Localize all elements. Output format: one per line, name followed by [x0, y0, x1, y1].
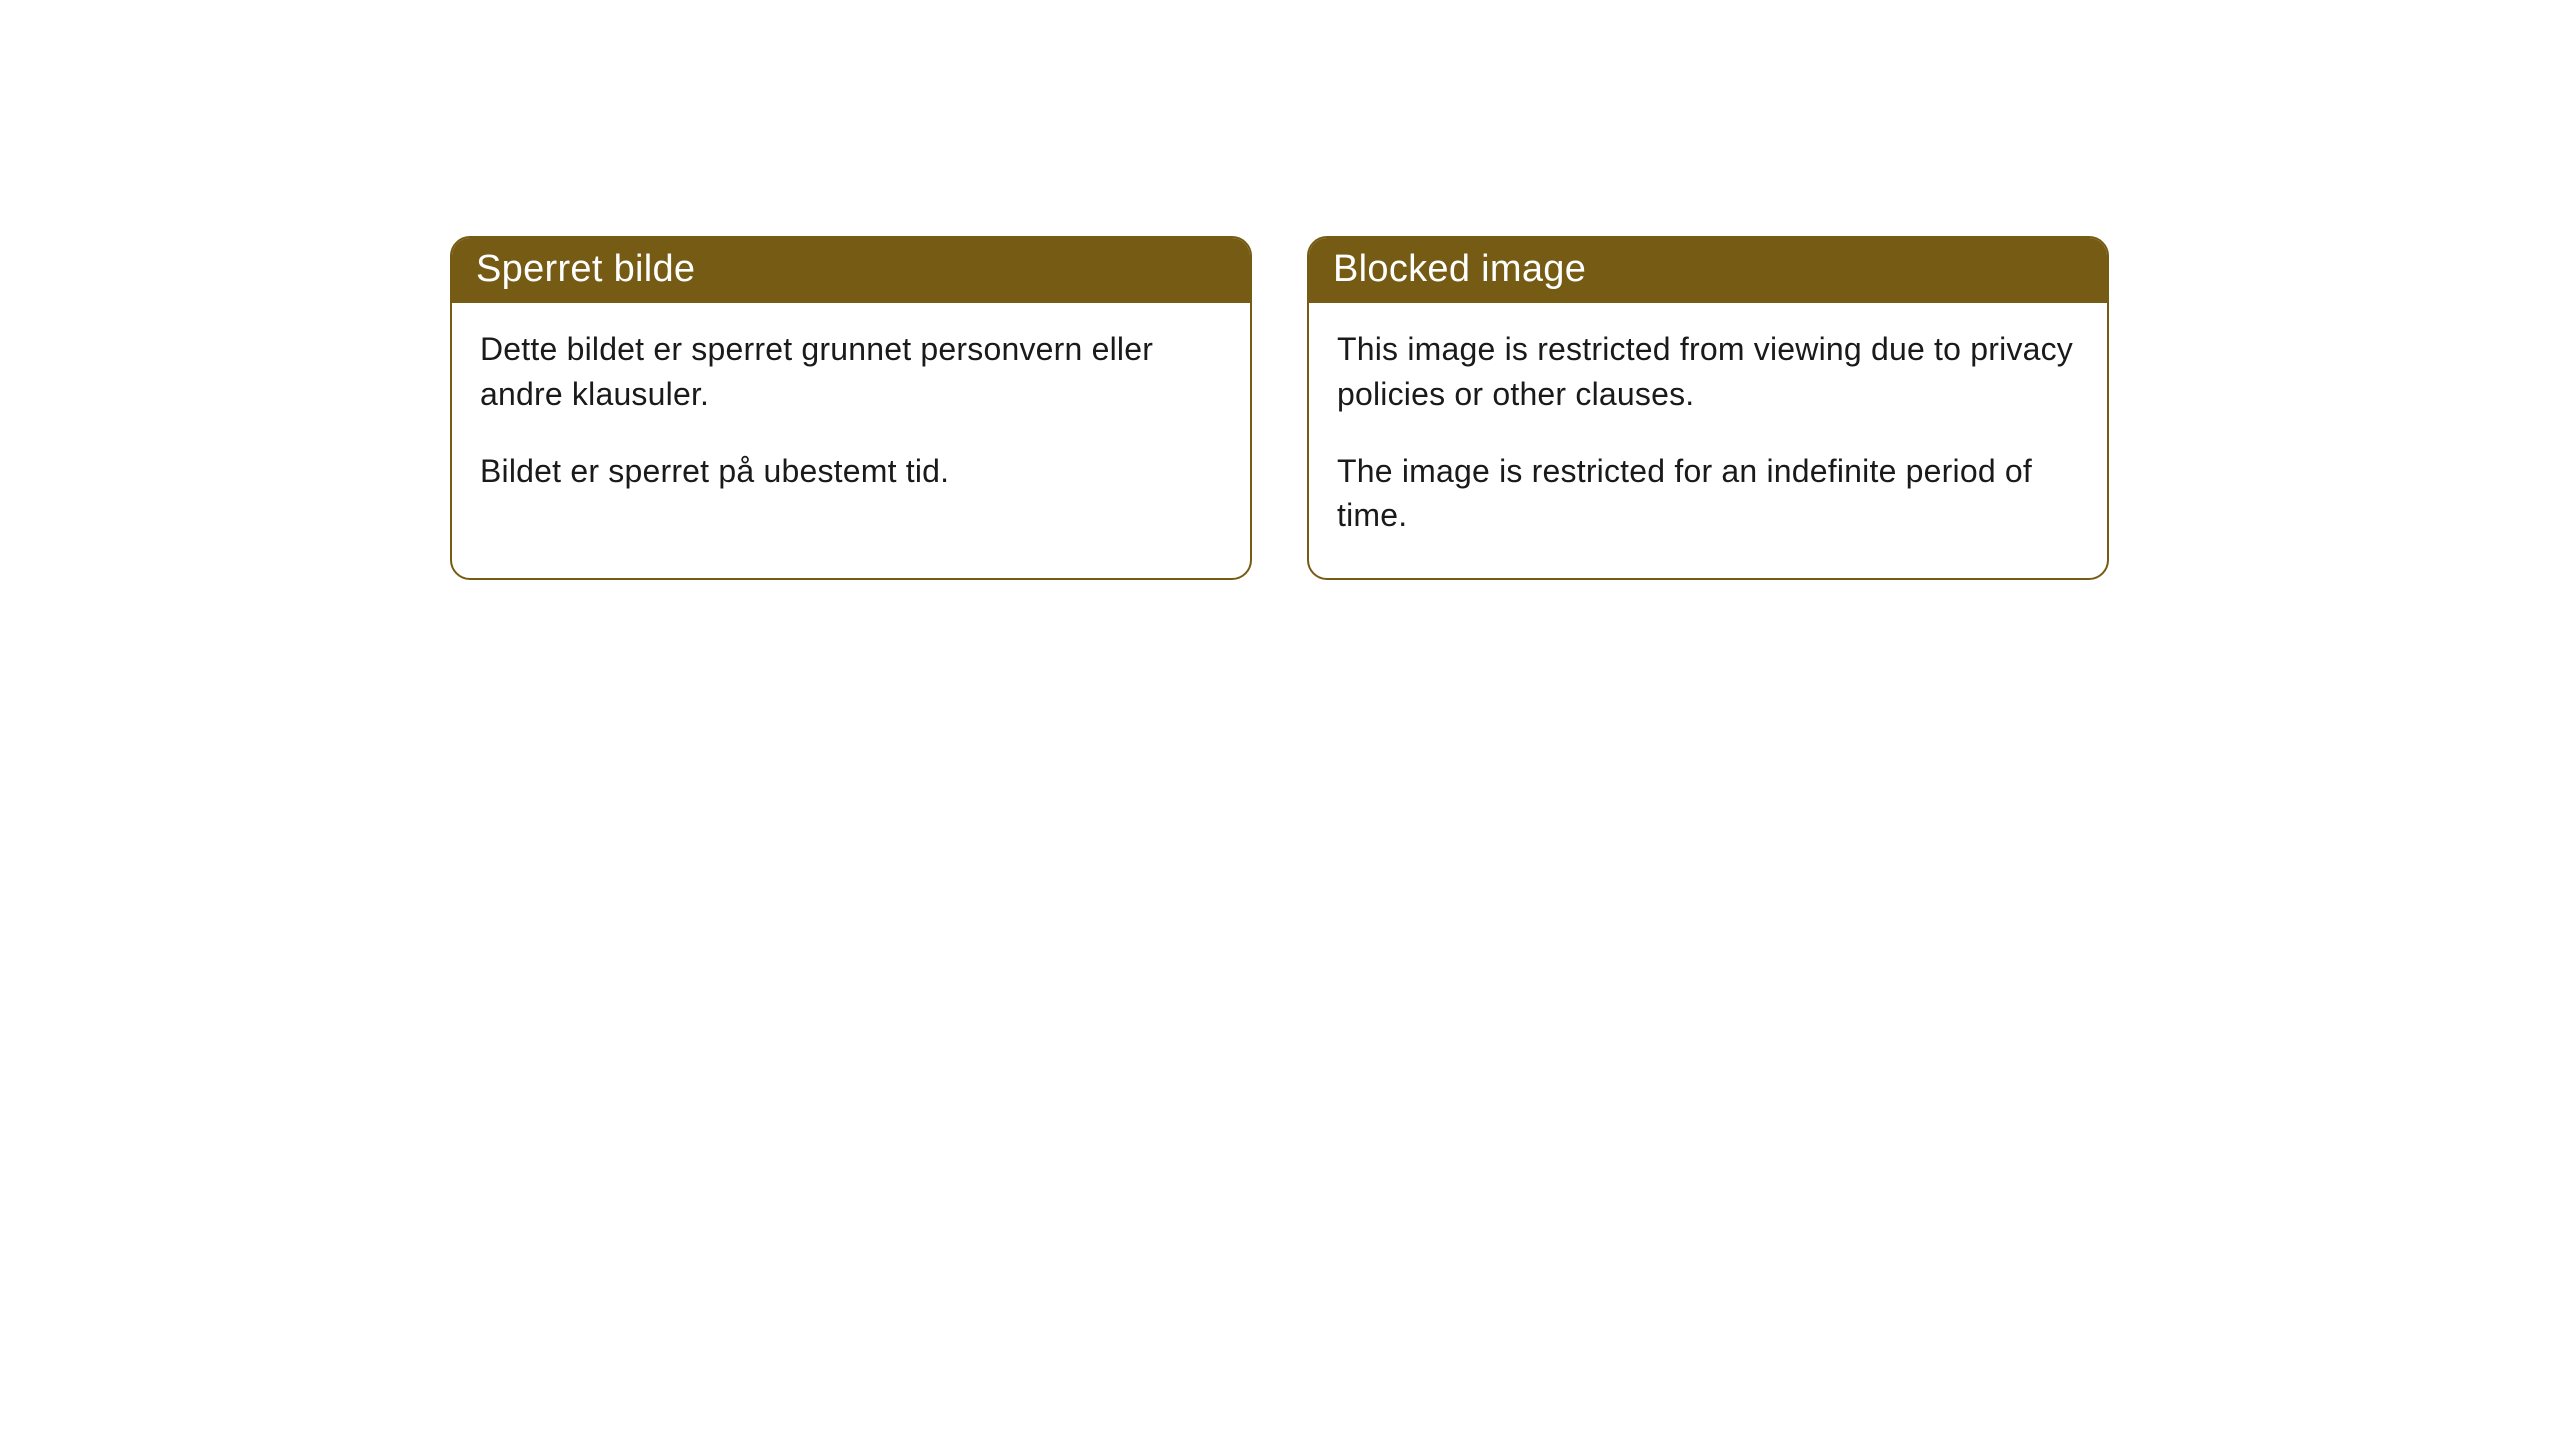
card-title: Blocked image: [1309, 238, 2107, 303]
card-paragraph: This image is restricted from viewing du…: [1337, 327, 2079, 417]
notice-container: Sperret bilde Dette bildet er sperret gr…: [0, 0, 2560, 580]
card-paragraph: Bildet er sperret på ubestemt tid.: [480, 449, 1222, 494]
card-body: Dette bildet er sperret grunnet personve…: [452, 303, 1250, 533]
notice-card-english: Blocked image This image is restricted f…: [1307, 236, 2109, 580]
card-body: This image is restricted from viewing du…: [1309, 303, 2107, 578]
card-title: Sperret bilde: [452, 238, 1250, 303]
card-paragraph: Dette bildet er sperret grunnet personve…: [480, 327, 1222, 417]
notice-card-norwegian: Sperret bilde Dette bildet er sperret gr…: [450, 236, 1252, 580]
card-paragraph: The image is restricted for an indefinit…: [1337, 449, 2079, 539]
